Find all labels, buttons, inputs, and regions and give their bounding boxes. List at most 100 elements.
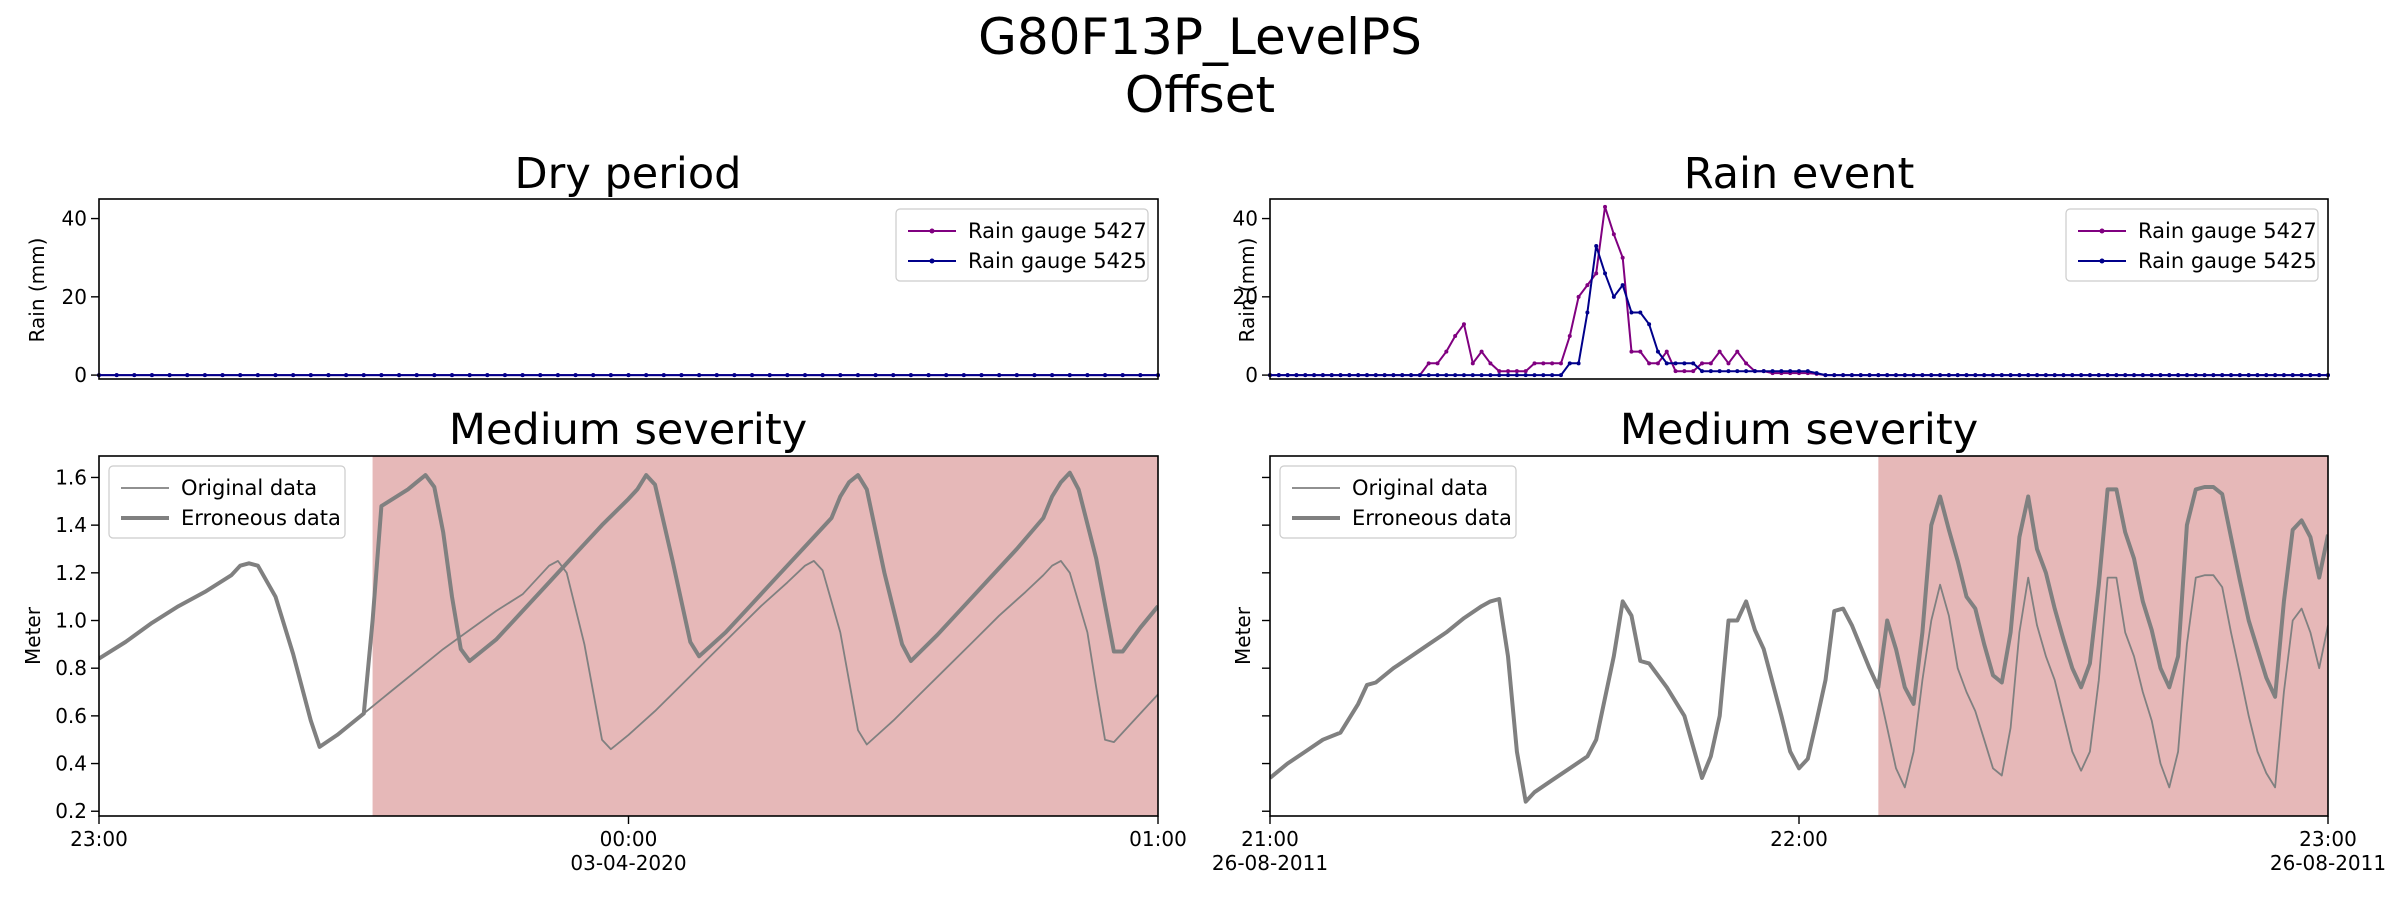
series-marker [167, 373, 172, 378]
series-marker [2176, 373, 2181, 378]
series-marker [1814, 371, 1819, 376]
series-marker [1717, 369, 1722, 374]
series-marker [185, 373, 190, 378]
series-marker [2079, 373, 2084, 378]
series-marker [2070, 373, 2075, 378]
series-marker [944, 373, 949, 378]
series-marker [1558, 361, 1563, 366]
series-marker [1611, 294, 1616, 299]
x-tick-sublabel: 03-04-2020 [570, 851, 686, 875]
series-marker [1320, 373, 1325, 378]
series-marker [1497, 373, 1502, 378]
legend-box [895, 208, 1149, 282]
axes-frame [98, 198, 1159, 380]
y-tick-label: 1.4 [55, 513, 87, 537]
series-marker [891, 373, 896, 378]
x-tick-sublabel: 26-08-2011 [2270, 851, 2386, 875]
series-marker [1805, 369, 1810, 374]
series-marker [1823, 373, 1828, 378]
series-marker [485, 373, 490, 378]
series-marker [1541, 361, 1546, 366]
legend-label: Erroneous data [1352, 506, 1512, 530]
series-marker [2149, 373, 2154, 378]
series-marker [661, 373, 666, 378]
series-marker [2114, 373, 2119, 378]
series-marker [1085, 373, 1090, 378]
series-marker [750, 373, 755, 378]
series-marker [767, 373, 772, 378]
series-marker [555, 373, 560, 378]
y-tick-label: 0.2 [55, 799, 87, 823]
series-marker [1523, 373, 1528, 378]
series-marker [273, 373, 278, 378]
series-marker [2140, 373, 2145, 378]
y-axis-label: Rain (mm) [25, 238, 49, 343]
series-marker [1576, 294, 1581, 299]
series-marker [714, 373, 719, 378]
series-marker [1400, 373, 1405, 378]
y-tick-label: 0.6 [55, 704, 87, 728]
figure-title-line2: Offset [1125, 66, 1275, 124]
series-marker [1417, 373, 1422, 378]
series-marker [1611, 232, 1616, 237]
series-marker [1488, 373, 1493, 378]
series-marker [1638, 310, 1643, 315]
series-marker [1067, 373, 1072, 378]
series-marker [2105, 373, 2110, 378]
series-marker [1409, 373, 1414, 378]
series-marker [1744, 369, 1749, 374]
series-marker [1841, 373, 1846, 378]
series-marker [467, 373, 472, 378]
series-marker [538, 373, 543, 378]
series-marker [1761, 369, 1766, 374]
series-marker [1032, 373, 1037, 378]
series-marker [1585, 310, 1590, 315]
series-marker [220, 373, 225, 378]
series-marker [2087, 373, 2092, 378]
y-tick-label: 40 [62, 207, 87, 231]
y-tick-label: 1.2 [55, 561, 87, 585]
figure-title-line1: G80F13P_LevelPS [978, 8, 1422, 66]
x-tick-label: 01:00 [1129, 827, 1187, 851]
series-marker [1364, 373, 1369, 378]
series-marker [2132, 373, 2137, 378]
series-marker [2202, 373, 2207, 378]
series-marker [1497, 369, 1502, 374]
series-marker [820, 373, 825, 378]
series-marker [1506, 369, 1511, 374]
series-marker [697, 373, 702, 378]
series-marker [1832, 373, 1837, 378]
series-marker [1982, 373, 1987, 378]
series-marker [1338, 373, 1343, 378]
series-line-b [1270, 485, 2328, 804]
series-marker [979, 373, 984, 378]
series-marker [1708, 369, 1713, 374]
series-marker [1312, 373, 1317, 378]
series-marker [1541, 373, 1546, 378]
series-marker [1673, 361, 1678, 366]
panel-title: Dry period [515, 149, 742, 199]
series-marker [1453, 373, 1458, 378]
series-marker [1955, 373, 1960, 378]
series-marker [1858, 373, 1863, 378]
panel-title: Medium severity [449, 405, 807, 455]
series-marker [1523, 369, 1528, 374]
series-marker [502, 373, 507, 378]
series-marker [1990, 373, 1995, 378]
x-tick-label: 22:00 [1770, 827, 1828, 851]
series-marker [1664, 361, 1669, 366]
series-marker [1435, 373, 1440, 378]
axes-frame [1269, 198, 2329, 380]
series-marker [1638, 349, 1643, 354]
series-marker [2123, 373, 2128, 378]
series-marker [1014, 373, 1019, 378]
legend: Original data Erroneous data [1279, 465, 1517, 539]
series-marker [679, 373, 684, 378]
panel-dry-rain: Dry period Rain (mm) 0 20 40 Rain gauge 542… [25, 149, 1160, 387]
series-marker [291, 373, 296, 378]
series-marker [114, 373, 119, 378]
series-marker [1973, 373, 1978, 378]
y-axis-label: Rain (mm) [1235, 238, 1259, 343]
series-marker [1655, 361, 1660, 366]
